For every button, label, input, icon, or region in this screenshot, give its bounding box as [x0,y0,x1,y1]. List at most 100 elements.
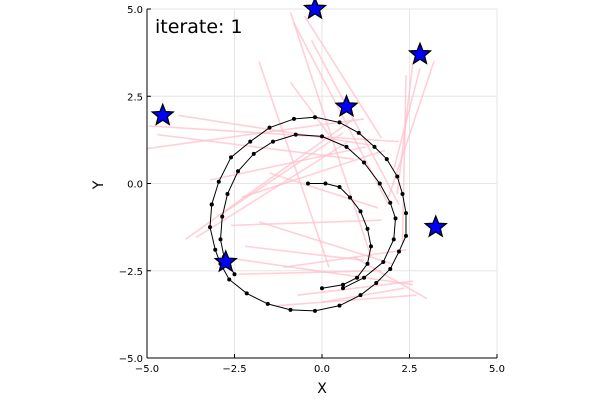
trajectory-point [265,301,270,306]
trajectory-point [341,282,345,287]
trajectory-point [362,275,366,280]
beam-line [237,269,382,276]
beam-line [303,15,383,139]
trajectory-point [358,209,363,214]
trajectory-point [313,308,317,313]
star-markers [150,0,448,273]
trajectory-point [248,139,253,144]
y-axis-label: Y [91,180,107,190]
x-tick-label: 2.5 [402,364,418,375]
trajectory-point [225,191,230,196]
trajectory-point [388,267,393,272]
trajectory-point [344,144,349,149]
beam-line [220,132,344,216]
trajectory-point [337,303,342,308]
y-tick-label: 2.5 [127,92,143,103]
trajectory-point [320,134,324,139]
trajectory-point [229,155,233,160]
trajectory-point [236,169,240,174]
beam-line [178,114,372,146]
y-tick-label: 5.0 [127,5,143,16]
trajectory-point [209,202,214,207]
trajectory-point [208,225,212,230]
beam-line [220,255,414,286]
beam-line [276,294,417,307]
trajectory-point [337,120,342,125]
beam-line [146,118,365,150]
trajectory-point [218,237,223,242]
trajectory-point [384,157,389,162]
trajectory-point [293,132,298,137]
trajectory-point [306,181,310,186]
x-tick-label: −5.0 [135,364,159,375]
trajectory-point [348,195,352,200]
beam-line [289,81,330,136]
trajectory-point [400,191,405,196]
star-marker [150,102,175,126]
trajectory-point [365,261,370,266]
trajectory-point [320,286,324,291]
beam-line [148,125,400,143]
trajectory-point [388,200,393,205]
beam-line [185,118,354,240]
beam-lines [146,12,435,307]
star-marker [407,41,433,65]
trajectory-point [397,249,401,254]
beam-line [310,40,400,205]
trajectory-point [251,151,256,156]
trajectory-point [369,244,373,249]
trajectory-point [391,237,396,242]
star-marker [213,249,238,273]
beam-line [258,61,330,268]
trajectory-point [227,277,232,282]
y-tick-label: −5.0 [119,354,143,365]
beam-line [258,221,393,265]
beam-line [244,245,365,262]
beam-line [230,219,382,227]
x-axis-label: X [317,381,327,397]
trajectory-point [313,115,317,120]
trajectory-point [213,247,218,252]
beam-line [209,146,366,181]
trajectory-point [244,291,249,296]
trajectory-point [358,293,363,298]
trajectory-point [381,260,386,265]
trajectory-point [341,286,345,291]
beam-line [401,75,407,243]
trajectory-point [267,125,272,130]
trajectory-point [362,160,366,165]
star-marker [423,214,448,238]
trajectory-point [271,139,275,144]
trajectory-points [208,115,408,313]
trajectory-point [216,179,221,184]
trajectory-point [395,174,400,179]
trajectory-point [393,216,398,221]
trajectory-point [355,275,359,280]
trajectory-point [288,307,293,312]
trajectory-point [404,233,408,238]
trajectory-point [356,130,361,135]
x-tick-label: 5.0 [489,364,505,375]
trajectory-point [292,116,296,121]
star-marker [302,0,328,20]
beam-line [392,68,421,170]
star-marker [334,93,359,118]
beam-line [297,280,414,296]
tick-labels: −5.0 −2.5 0.0 2.5 5.0 −5.0 −2.5 0.0 2.5 5.0 [119,5,505,375]
y-tick-label: −2.5 [119,267,143,278]
trajectory-point [377,181,382,186]
trajectory-point [323,181,328,186]
trajectory-point [220,214,225,219]
y-tick-label: 0.0 [127,180,143,191]
beam-line [157,133,354,160]
trajectory-point [404,211,408,216]
x-tick-label: 0.0 [314,364,330,375]
x-tick-label: −2.5 [222,364,246,375]
trajectory-point [372,144,377,149]
trajectory-point [337,184,342,189]
trajectory-point [374,280,379,285]
beam-line [321,287,405,303]
trajectory-point [365,226,370,231]
beam-line [241,149,386,199]
